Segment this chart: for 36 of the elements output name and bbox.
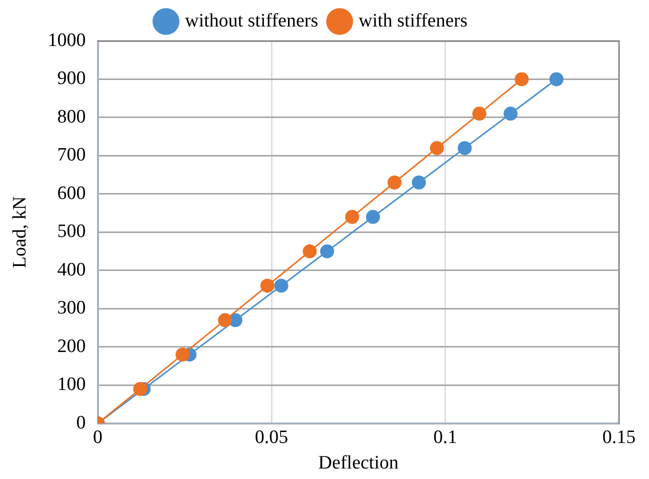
- x-axis-title: Deflection: [318, 452, 399, 474]
- point: [504, 106, 518, 121]
- point: [458, 141, 472, 156]
- legend-label: with stiffeners: [358, 10, 468, 32]
- y-tick-label: 100: [57, 374, 86, 396]
- x-tick-label: 0.1: [433, 426, 458, 448]
- point: [133, 382, 148, 396]
- point: [260, 278, 274, 293]
- y-tick-label: 900: [57, 68, 86, 90]
- legend-label: without stiffeners: [184, 10, 318, 32]
- y-tick-label: 500: [57, 221, 86, 242]
- point: [472, 106, 486, 121]
- point: [366, 210, 380, 224]
- x-tick-label: 0.05: [254, 426, 288, 448]
- y-tick-label: 400: [57, 259, 86, 280]
- point: [412, 175, 426, 190]
- point: [320, 244, 334, 258]
- point: [430, 141, 444, 156]
- point: [388, 175, 402, 190]
- y-tick-label: 200: [57, 336, 86, 357]
- y-tick-label: 800: [57, 106, 86, 128]
- y-tick-label: 700: [57, 144, 86, 166]
- x-tick-label: 0: [93, 426, 103, 448]
- point: [345, 210, 360, 224]
- point: [218, 313, 232, 328]
- y-tick-label: 1000: [48, 30, 86, 51]
- y-axis-title: Load, kN: [9, 196, 30, 268]
- y-tick-label: 0: [76, 412, 86, 434]
- point: [302, 244, 317, 258]
- point: [274, 278, 288, 293]
- y-tick-label: 600: [57, 182, 86, 204]
- point: [514, 72, 529, 86]
- x-tick-label: 0.15: [602, 426, 636, 448]
- point: [176, 348, 190, 362]
- point: [549, 72, 564, 86]
- y-tick-label: 300: [57, 298, 86, 319]
